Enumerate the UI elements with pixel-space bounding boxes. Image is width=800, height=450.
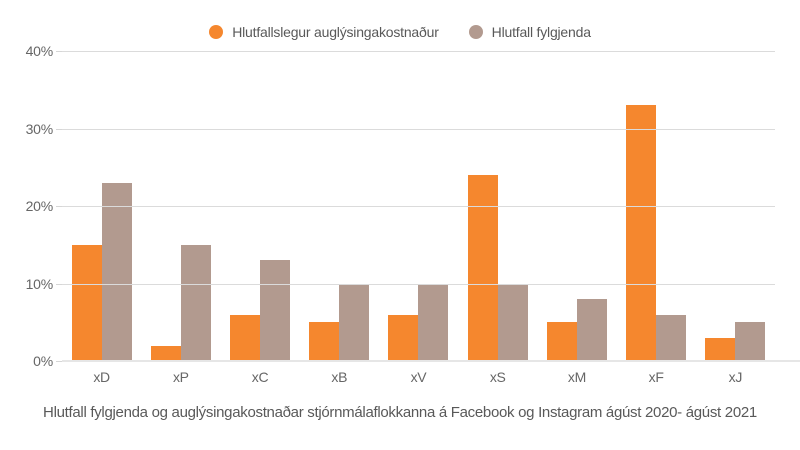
bar-xV-followers <box>418 283 449 361</box>
bar-group-xF <box>617 51 696 361</box>
bar-group-xP <box>141 51 220 361</box>
x-tick-label-xJ: xJ <box>728 369 743 385</box>
x-tick-label-xB: xB <box>331 369 348 385</box>
legend-label-followers: Hlutfall fylgjenda <box>491 24 591 40</box>
chart-legend: Hlutfallslegur auglýsingakostnaður Hlutf… <box>0 24 800 40</box>
bar-xM-ad-cost <box>546 322 577 361</box>
bar-xV-ad-cost <box>388 314 419 361</box>
bar-xS-followers <box>497 283 528 361</box>
bar-xB-ad-cost <box>309 322 340 361</box>
bar-xB-followers <box>339 283 370 361</box>
gridline-20% <box>62 206 775 207</box>
x-tick-label-xM: xM <box>567 369 586 385</box>
chart-caption: Hlutfall fylgjenda og auglýsingakostnaða… <box>43 404 757 421</box>
legend-item-ad-cost[interactable]: Hlutfallslegur auglýsingakostnaður <box>209 24 439 40</box>
bar-xD-followers <box>101 182 132 361</box>
y-tick-label-0%: 0% <box>33 353 53 369</box>
bar-xP-ad-cost <box>150 345 181 361</box>
bar-xD-ad-cost <box>71 244 102 361</box>
x-tick-label-xF: xF <box>648 369 664 385</box>
bar-group-xD <box>62 51 141 361</box>
bar-group-xB <box>300 51 379 361</box>
bar-xC-ad-cost <box>230 314 261 361</box>
bar-xP-followers <box>180 244 211 361</box>
legend-marker-ad-cost-icon <box>209 25 224 39</box>
gridline-30% <box>62 128 775 130</box>
x-tick-label-xV: xV <box>410 369 427 385</box>
x-tick-label-xD: xD <box>93 369 110 385</box>
bar-xF-followers <box>656 314 687 361</box>
bar-xJ-ad-cost <box>705 337 736 361</box>
bar-group-xM <box>537 51 616 361</box>
legend-item-followers[interactable]: Hlutfall fylgjenda <box>468 24 591 40</box>
legend-marker-followers-icon <box>468 25 483 39</box>
y-tick-label-40%: 40% <box>25 43 54 59</box>
y-tick-label-10%: 10% <box>25 275 54 292</box>
y-tick-mark <box>56 361 62 362</box>
x-axis: xD xP xC xB xV xS xM xF xJ <box>62 364 775 385</box>
bar-xJ-followers <box>735 322 766 361</box>
y-axis: 0% 10% 20% 30% 40% <box>0 43 62 369</box>
plot-area <box>62 51 800 362</box>
bar-xS-ad-cost <box>467 175 498 361</box>
gridline-10% <box>62 283 775 285</box>
bar-group-xJ <box>696 51 775 361</box>
bar-xC-followers <box>260 260 291 361</box>
x-tick-label-xC: xC <box>251 369 269 385</box>
bar-group-xC <box>220 51 299 361</box>
bar-group-xV <box>379 51 458 361</box>
gridline-0% <box>62 360 800 362</box>
y-tick-mark <box>56 283 62 285</box>
y-tick-label-30%: 30% <box>25 120 54 137</box>
y-tick-mark <box>56 51 62 52</box>
x-tick-label-xP: xP <box>172 369 189 385</box>
legend-label-ad-cost: Hlutfallslegur auglýsingakostnaður <box>232 24 439 40</box>
bar-xM-followers <box>576 299 607 361</box>
y-tick-label-20%: 20% <box>25 198 54 214</box>
gridline-40% <box>62 51 775 52</box>
y-tick-mark <box>56 128 62 130</box>
bar-xF-ad-cost <box>626 105 657 361</box>
x-tick-label-xS: xS <box>489 369 506 385</box>
y-tick-mark <box>56 206 62 207</box>
